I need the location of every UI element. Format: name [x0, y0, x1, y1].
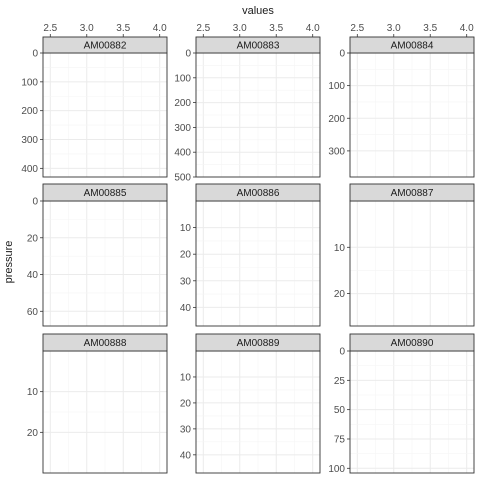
facet-strip-label: AM00887: [391, 188, 434, 199]
y-tick-label: 200: [328, 114, 345, 125]
y-tick-label: 40: [180, 303, 192, 314]
y-tick-label: 10: [180, 223, 192, 234]
y-tick-label: 20: [180, 250, 192, 261]
x-tick-label: 3.5: [269, 23, 283, 34]
y-tick-label: 0: [339, 347, 345, 358]
facet-strip: [195, 36, 321, 54]
y-tick-label: 0: [185, 49, 191, 60]
y-tick-label: 400: [21, 164, 38, 175]
x-axis-title: values: [242, 5, 274, 17]
facet-strip-label: AM00888: [84, 338, 127, 349]
y-tick-label: 20: [27, 233, 39, 244]
y-tick-label: 30: [180, 276, 192, 287]
facet-strip: [42, 36, 168, 54]
y-axis-title: pressure: [3, 241, 15, 284]
x-tick-label: 3.0: [80, 23, 94, 34]
y-tick-label: 40: [180, 450, 192, 461]
y-tick-label: 100: [174, 73, 191, 84]
facet-strip: [349, 36, 475, 54]
facet-strip-label: AM00889: [237, 338, 280, 349]
facet-strip-label: AM00882: [84, 41, 127, 52]
facet-strip: [349, 333, 475, 352]
y-tick-label: 100: [21, 77, 38, 88]
y-tick-label: 20: [180, 398, 192, 409]
x-tick-label: 2.5: [43, 23, 57, 34]
facet-strip: [195, 333, 321, 352]
y-tick-label: 10: [27, 387, 39, 398]
y-tick-label: 10: [334, 243, 346, 254]
y-tick-label: 300: [328, 146, 345, 157]
x-tick-label: 2.5: [350, 23, 364, 34]
y-tick-label: 25: [334, 376, 346, 387]
facet-strip-label: AM00883: [237, 41, 280, 52]
y-tick-label: 20: [27, 428, 39, 439]
y-tick-label: 50: [334, 405, 346, 416]
x-tick-label: 3.0: [387, 23, 401, 34]
facet-strip: [195, 183, 321, 202]
y-tick-label: 100: [328, 464, 345, 475]
x-tick-label: 3.5: [423, 23, 437, 34]
facet-strip: [42, 333, 168, 352]
y-tick-label: 30: [180, 424, 192, 435]
x-tick-label: 3.0: [233, 23, 247, 34]
y-tick-label: 75: [334, 434, 346, 445]
x-tick-label: 4.0: [153, 23, 167, 34]
y-tick-label: 200: [174, 98, 191, 109]
y-tick-label: 20: [334, 289, 346, 300]
y-tick-label: 300: [21, 135, 38, 146]
y-tick-label: 60: [27, 307, 39, 318]
facet-strip-label: AM00886: [237, 188, 280, 199]
y-tick-label: 400: [174, 148, 191, 159]
x-tick-label: 4.0: [460, 23, 474, 34]
x-tick-label: 4.0: [306, 23, 320, 34]
facet-strip: [42, 183, 168, 202]
y-tick-label: 300: [174, 123, 191, 134]
y-tick-label: 100: [328, 81, 345, 92]
y-tick-label: 0: [32, 49, 38, 60]
facet-strip: [349, 183, 475, 202]
x-tick-label: 2.5: [196, 23, 210, 34]
facet-strip-label: AM00890: [391, 338, 434, 349]
facet-strip-label: AM00884: [391, 41, 434, 52]
y-tick-label: 40: [27, 270, 39, 281]
y-tick-label: 500: [174, 173, 191, 184]
y-tick-label: 0: [32, 197, 38, 208]
x-tick-label: 3.5: [116, 23, 130, 34]
y-tick-label: 200: [21, 106, 38, 117]
facet-strip-label: AM00885: [84, 188, 127, 199]
y-tick-label: 0: [339, 49, 345, 60]
y-tick-label: 10: [180, 372, 192, 383]
